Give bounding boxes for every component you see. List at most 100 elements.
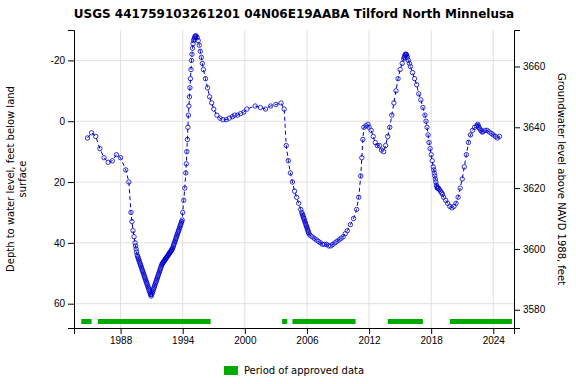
tick: 2024	[483, 328, 506, 346]
tick-mark	[514, 127, 520, 128]
y-axis-title-line: Depth to water level, feet below land	[5, 86, 16, 272]
point	[188, 86, 192, 90]
point	[196, 38, 200, 42]
tick: 3620	[514, 183, 546, 194]
point	[184, 171, 188, 175]
point	[381, 149, 385, 153]
point	[98, 146, 102, 150]
point	[417, 92, 421, 96]
grid-line	[244, 30, 245, 328]
point	[460, 177, 464, 181]
grid-line	[120, 30, 121, 328]
point	[400, 61, 404, 65]
point	[425, 125, 429, 129]
point	[186, 113, 190, 117]
point	[94, 134, 98, 138]
point	[181, 210, 185, 214]
point	[282, 107, 286, 111]
tick-mark	[68, 60, 74, 61]
period-bar	[81, 319, 91, 324]
point	[201, 67, 205, 71]
chart-container: 19881994200020062012201820246040200-2035…	[0, 0, 576, 384]
point	[369, 128, 373, 132]
tick-mark	[493, 328, 494, 334]
period-bar	[292, 319, 355, 324]
tick: -20	[51, 55, 74, 66]
point	[124, 168, 128, 172]
point	[189, 58, 193, 62]
point	[106, 160, 110, 164]
tick-label: 3660	[523, 61, 546, 72]
point	[424, 119, 428, 123]
point	[197, 43, 201, 47]
tick-mark	[431, 328, 432, 334]
point	[199, 55, 203, 59]
grid-line	[74, 182, 514, 183]
tick-label: 2024	[483, 335, 506, 346]
point	[187, 104, 191, 108]
point	[102, 156, 106, 160]
tick-label: 2000	[234, 335, 257, 346]
point	[205, 86, 209, 90]
legend-swatch	[224, 366, 238, 375]
axis-line	[515, 31, 521, 329]
point	[427, 140, 431, 144]
point	[410, 70, 414, 74]
markers	[85, 34, 501, 298]
tick: 40	[54, 238, 74, 249]
point	[85, 136, 89, 140]
point	[357, 195, 361, 199]
point	[188, 76, 192, 80]
plot: 19881994200020062012201820246040200-2035…	[5, 30, 567, 346]
point	[129, 210, 133, 214]
point	[263, 107, 267, 111]
y-axis-title: Depth to water level, feet below landsur…	[5, 86, 28, 272]
point	[180, 218, 184, 222]
point	[114, 152, 118, 156]
grid-line	[306, 30, 307, 328]
point	[408, 64, 412, 68]
point	[354, 207, 358, 211]
tick: 2018	[421, 328, 444, 346]
point	[185, 137, 189, 141]
tick-mark	[183, 328, 184, 334]
tick-label: 1994	[172, 335, 195, 346]
point	[258, 105, 262, 109]
point	[290, 180, 294, 184]
point	[414, 83, 418, 87]
point	[184, 162, 188, 166]
tick: 60	[54, 298, 74, 309]
point	[274, 102, 278, 106]
point	[398, 67, 402, 71]
grid-line	[431, 30, 432, 328]
point	[269, 104, 273, 108]
point	[279, 101, 283, 105]
tick-label: 40	[54, 238, 66, 249]
point	[390, 113, 394, 117]
point	[360, 156, 364, 160]
point	[497, 134, 501, 138]
tick: 2000	[234, 328, 257, 346]
point	[118, 156, 122, 160]
point	[419, 98, 423, 102]
tick-label: 3620	[523, 183, 546, 194]
point	[428, 146, 432, 150]
point	[458, 186, 462, 190]
point	[189, 67, 193, 71]
point	[361, 137, 365, 141]
point	[127, 180, 131, 184]
point	[429, 152, 433, 156]
tick: 2006	[296, 328, 319, 346]
tick-label: -20	[51, 55, 66, 66]
tick-mark	[307, 328, 308, 334]
tick-label: 1988	[110, 335, 133, 346]
period-bar	[388, 319, 423, 324]
point	[421, 105, 425, 109]
point	[183, 186, 187, 190]
point	[212, 107, 216, 111]
tick-mark	[68, 121, 74, 122]
point	[348, 222, 352, 226]
grid-line	[74, 60, 514, 61]
tick-label: 60	[54, 298, 66, 309]
point	[377, 143, 381, 147]
